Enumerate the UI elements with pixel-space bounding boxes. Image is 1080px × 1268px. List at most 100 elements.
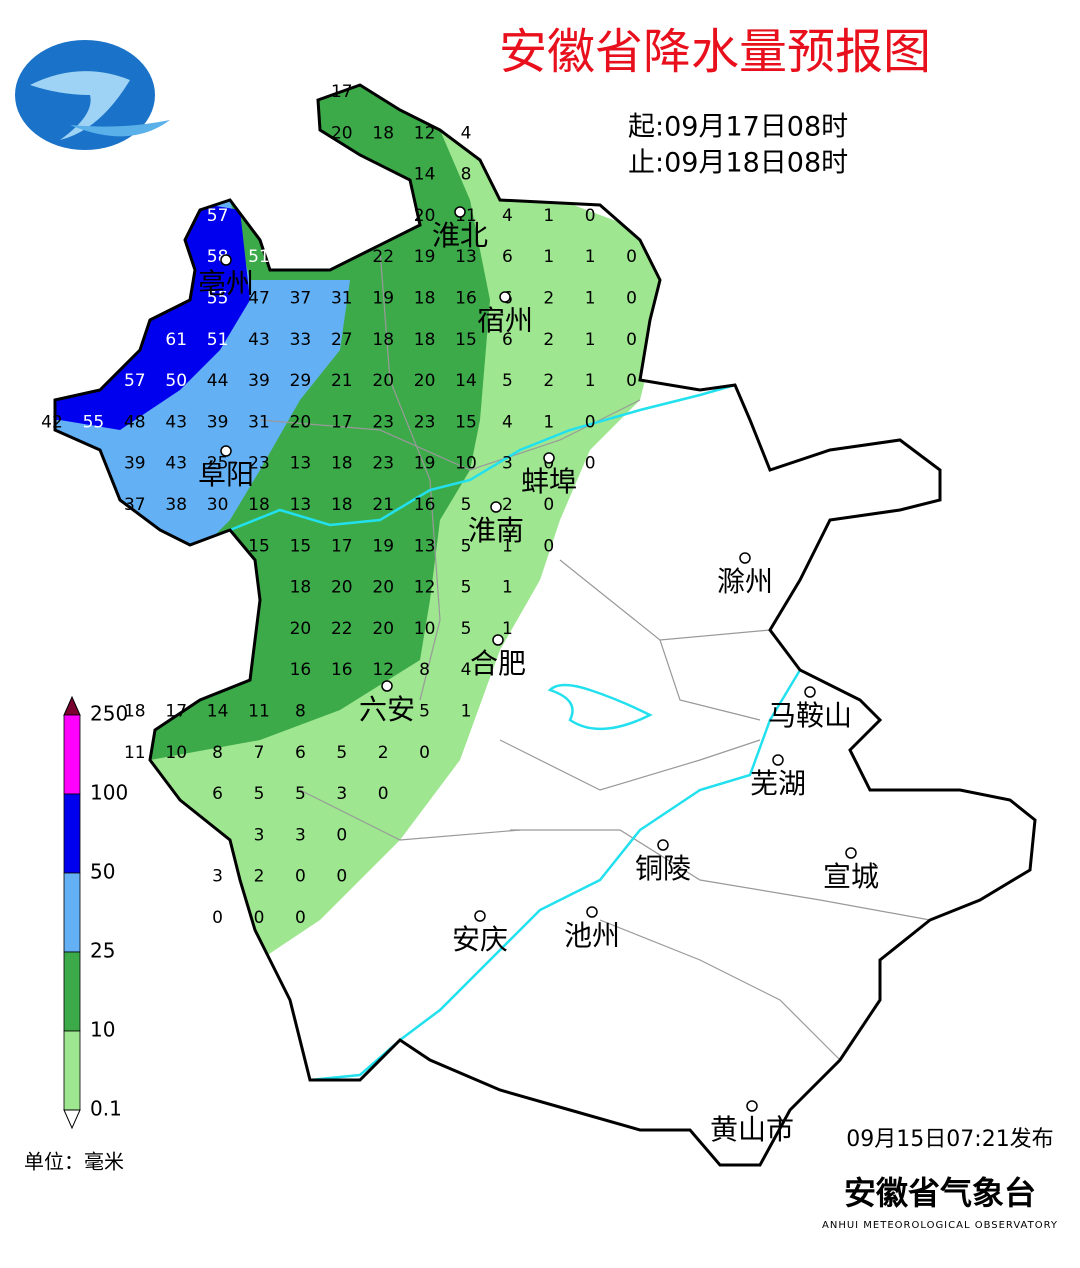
- rain-value: 18: [248, 495, 270, 515]
- unit: 单位：毫米: [24, 1150, 124, 1174]
- city-dot: [490, 501, 502, 513]
- city-label: 安庆: [452, 923, 508, 956]
- rain-value: 6: [502, 247, 513, 267]
- rain-value: 11: [248, 702, 270, 722]
- county-borders: [259, 249, 931, 1061]
- city-dot: [772, 754, 784, 766]
- rain-value: 16: [331, 660, 353, 680]
- legend-band: [63, 951, 81, 1032]
- city-label: 亳州: [198, 267, 254, 300]
- city-dot: [499, 291, 511, 303]
- rain-value: 5: [336, 743, 347, 763]
- city-dot: [220, 445, 232, 457]
- rain-value: 2: [378, 743, 389, 763]
- legend-bottom: [63, 1109, 81, 1130]
- rain-value: 1: [543, 206, 554, 226]
- city-label: 黄山市: [710, 1113, 794, 1146]
- city-label: 铜陵: [635, 852, 691, 885]
- rain-value: 30: [207, 495, 229, 515]
- rain-value: 16: [290, 660, 312, 680]
- rain-value: 0: [585, 454, 596, 474]
- end-time: 止:09月18日08时: [628, 148, 848, 179]
- rain-value: 19: [372, 536, 394, 556]
- rain-value: 0: [254, 908, 265, 928]
- rain-value: 31: [248, 412, 270, 432]
- rain-value: 10: [455, 454, 477, 474]
- rain-value: 29: [290, 371, 312, 391]
- rain-value: 1: [502, 619, 513, 639]
- rain-value: 53: [248, 206, 270, 226]
- rain-value: 3: [254, 825, 265, 845]
- rain-value: 1: [585, 289, 596, 309]
- rain-value: 23: [414, 412, 436, 432]
- rain-value: 15: [290, 536, 312, 556]
- city-label: 宿州: [477, 304, 533, 337]
- rain-value: 18: [331, 495, 353, 515]
- rain-value: 0: [543, 495, 554, 515]
- rain-value: 0: [626, 330, 637, 350]
- city-dot: [657, 839, 669, 851]
- city-dot: [804, 686, 816, 698]
- rain-value: 2: [543, 289, 554, 309]
- city-label: 六安: [359, 693, 415, 726]
- rain-value: 12: [372, 660, 394, 680]
- rain-value: 15: [455, 412, 477, 432]
- legend-tick-label: 25: [90, 939, 115, 963]
- rain-value: 0: [336, 825, 347, 845]
- rain-value: 1: [543, 412, 554, 432]
- rain-value: 21: [372, 495, 394, 515]
- rain-value: 19: [372, 289, 394, 309]
- rain-value: 61: [165, 330, 187, 350]
- rain-value: 20: [331, 123, 353, 143]
- rain-value: 0: [336, 867, 347, 887]
- rain-value: 1: [502, 536, 513, 556]
- rain-value: 5: [461, 619, 472, 639]
- rain-value: 13: [290, 454, 312, 474]
- rain-value: 17: [331, 412, 353, 432]
- rain-value: 43: [248, 330, 270, 350]
- rain-value: 39: [207, 412, 229, 432]
- rain-value: 51: [207, 330, 229, 350]
- rain-value: 37: [290, 289, 312, 309]
- rain-value: 5: [254, 784, 265, 804]
- rain-value: 1: [502, 578, 513, 598]
- city-label: 合肥: [470, 647, 526, 680]
- city-label: 芜湖: [750, 767, 806, 800]
- rain-value: 2: [543, 371, 554, 391]
- legend-top: [63, 695, 81, 716]
- rain-value: 0: [626, 247, 637, 267]
- rain-value: 6: [295, 743, 306, 763]
- rain-value: 6: [502, 330, 513, 350]
- legend-band: [63, 1030, 81, 1111]
- rain-value: 39: [124, 454, 146, 474]
- rain-value: 0: [419, 743, 430, 763]
- rain-value: 23: [248, 454, 270, 474]
- rain-value: 17: [165, 702, 187, 722]
- rain-value: 2: [254, 867, 265, 887]
- rain-value: 0: [212, 908, 223, 928]
- start-time: 起:09月17日08时: [628, 112, 848, 143]
- legend-tick-label: 100: [90, 781, 128, 805]
- rain-value: 20: [372, 371, 394, 391]
- city-dot: [746, 1100, 758, 1112]
- rain-value: 18: [372, 123, 394, 143]
- rain-value: 12: [414, 123, 436, 143]
- rain-value: 18: [372, 330, 394, 350]
- rain-value: 18: [124, 702, 146, 722]
- legend-band: [63, 872, 81, 953]
- rain-value: 17: [331, 82, 353, 102]
- rain-value: 20: [372, 619, 394, 639]
- legend-tick-label: 50: [90, 860, 115, 884]
- rain-value: 7: [254, 743, 265, 763]
- city-label: 滁州: [717, 565, 773, 598]
- city-label: 淮南: [468, 514, 524, 547]
- rain-value: 1: [585, 330, 596, 350]
- rain-value: 16: [455, 289, 477, 309]
- rain-value: 2: [502, 495, 513, 515]
- city-label: 阜阳: [198, 458, 254, 491]
- org: 安徽省气象台: [844, 1174, 1036, 1212]
- rain-value: 55: [207, 289, 229, 309]
- legend-tick-label: 10: [90, 1018, 115, 1042]
- rain-value: 19: [414, 454, 436, 474]
- legend-tick-label: 0.1: [90, 1097, 122, 1121]
